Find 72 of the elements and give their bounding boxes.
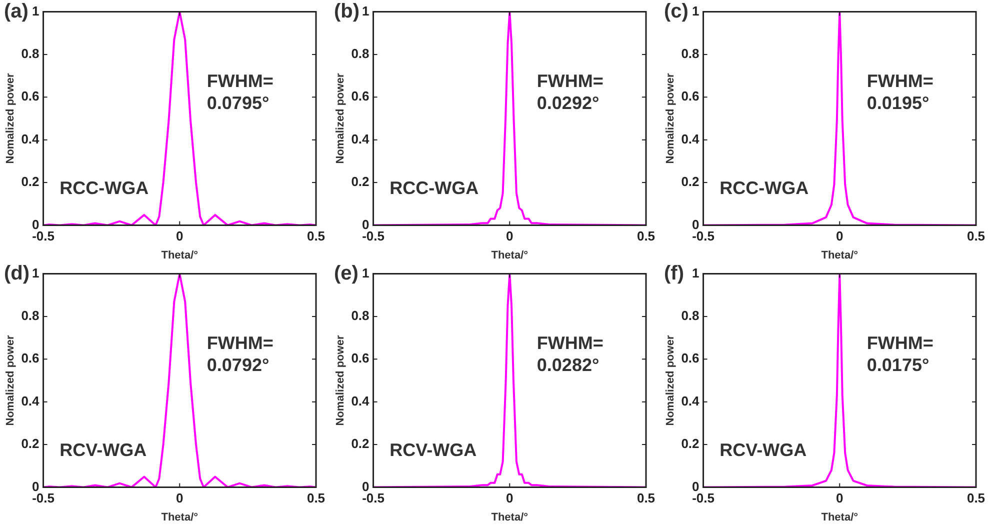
y-axis-title: Nomalized power xyxy=(4,334,17,426)
x-tick-label: 0 xyxy=(176,490,184,506)
annotation: FWHM= 0.0292° xyxy=(536,71,604,114)
y-axis-title: Nomalized power xyxy=(334,334,347,426)
y-tick-label: 0.2 xyxy=(21,436,40,452)
y-tick-label: 0.2 xyxy=(351,174,370,190)
annotation: FWHM= 0.0195° xyxy=(866,71,934,114)
y-axis-title: Nomalized power xyxy=(664,72,677,164)
x-tick-label: 0 xyxy=(836,490,844,506)
y-tick-label: 0.4 xyxy=(351,393,370,408)
annotation: RCC-WGA xyxy=(60,178,149,198)
y-tick-label: 0.6 xyxy=(21,88,40,104)
x-tick-label: 0 xyxy=(176,228,184,244)
annotation: FWHM= 0.0175° xyxy=(866,333,934,376)
annotation: RCC-WGA xyxy=(390,178,479,198)
y-tick-label: 1 xyxy=(362,3,370,18)
x-tick-label: 0.5 xyxy=(966,228,986,244)
x-tick-label: 0 xyxy=(506,490,514,506)
y-tick-label: 1 xyxy=(692,265,700,280)
y-tick-label: 1 xyxy=(692,3,700,18)
x-tick-label: 0 xyxy=(836,228,844,244)
x-tick-label: 0.5 xyxy=(966,490,986,506)
y-tick-label: 1 xyxy=(362,265,370,280)
y-tick-label: 0.8 xyxy=(351,46,370,62)
annotation: RCV-WGA xyxy=(720,440,807,460)
x-axis-title: Theta/° xyxy=(821,511,858,524)
y-tick-label: 0.8 xyxy=(351,308,370,324)
annotation: RCC-WGA xyxy=(720,178,809,198)
y-tick-label: 0.8 xyxy=(681,308,700,324)
y-tick-label: 1 xyxy=(32,265,40,280)
y-tick-label: 0.6 xyxy=(351,88,370,104)
y-axis-title: Nomalized power xyxy=(4,72,17,164)
annotation: FWHM= 0.0795° xyxy=(206,71,274,114)
y-tick-label: 0.6 xyxy=(351,350,370,366)
y-axis-title: Nomalized power xyxy=(334,72,347,164)
y-tick-label: 0.8 xyxy=(21,308,40,324)
chart-title: (a) xyxy=(4,0,28,23)
chart-title: (c) xyxy=(664,0,688,23)
y-tick-label: 0.4 xyxy=(351,131,370,146)
annotation: RCV-WGA xyxy=(390,440,477,460)
y-tick-label: 0.2 xyxy=(681,174,700,190)
y-tick-label: 0.8 xyxy=(21,46,40,62)
y-tick-label: 0.4 xyxy=(21,393,40,408)
x-axis-title: Theta/° xyxy=(161,511,198,524)
y-axis-title: Nomalized power xyxy=(664,334,677,426)
x-tick-label: 0.5 xyxy=(636,228,656,244)
x-axis-title: Theta/° xyxy=(821,249,858,262)
x-tick-label: 0 xyxy=(506,228,514,244)
y-tick-label: 0.6 xyxy=(21,350,40,366)
chart-title: (d) xyxy=(4,262,30,285)
chart-title: (e) xyxy=(334,262,358,285)
x-tick-label: 0.5 xyxy=(306,228,326,244)
y-tick-label: 0.4 xyxy=(21,131,40,146)
y-tick-label: 0.4 xyxy=(681,131,700,146)
annotation: RCV-WGA xyxy=(60,440,147,460)
y-tick-label: 1 xyxy=(32,3,40,18)
y-tick-label: 0.6 xyxy=(681,350,700,366)
y-tick-label: 0.2 xyxy=(351,436,370,452)
y-tick-label: 0.4 xyxy=(681,393,700,408)
x-axis-title: Theta/° xyxy=(161,249,198,262)
x-axis-title: Theta/° xyxy=(491,249,528,262)
annotation: FWHM= 0.0792° xyxy=(206,333,274,376)
x-axis-title: Theta/° xyxy=(491,511,528,524)
chart-title: (b) xyxy=(334,0,360,23)
y-tick-label: 0.2 xyxy=(681,436,700,452)
annotation: FWHM= 0.0282° xyxy=(536,333,604,376)
y-tick-label: 0.6 xyxy=(681,88,700,104)
y-tick-label: 0.8 xyxy=(681,46,700,62)
chart-title: (f) xyxy=(664,262,684,285)
x-tick-label: 0.5 xyxy=(636,490,656,506)
y-tick-label: 0.2 xyxy=(21,174,40,190)
x-tick-label: 0.5 xyxy=(306,490,326,506)
